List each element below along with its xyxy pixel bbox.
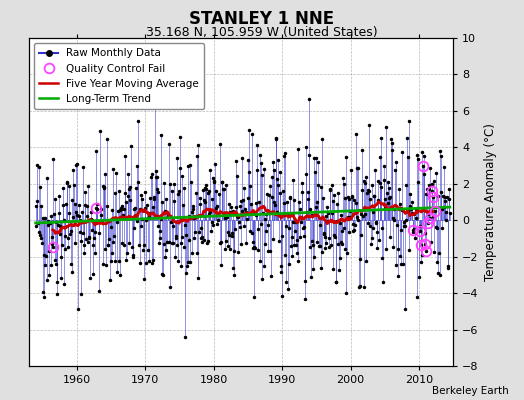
Text: 35.168 N, 105.959 W (United States): 35.168 N, 105.959 W (United States) xyxy=(146,26,378,39)
Y-axis label: Temperature Anomaly (°C): Temperature Anomaly (°C) xyxy=(484,123,497,281)
Text: STANLEY 1 NNE: STANLEY 1 NNE xyxy=(190,10,334,28)
Legend: Raw Monthly Data, Quality Control Fail, Five Year Moving Average, Long-Term Tren: Raw Monthly Data, Quality Control Fail, … xyxy=(34,43,204,109)
Text: Berkeley Earth: Berkeley Earth xyxy=(432,386,508,396)
